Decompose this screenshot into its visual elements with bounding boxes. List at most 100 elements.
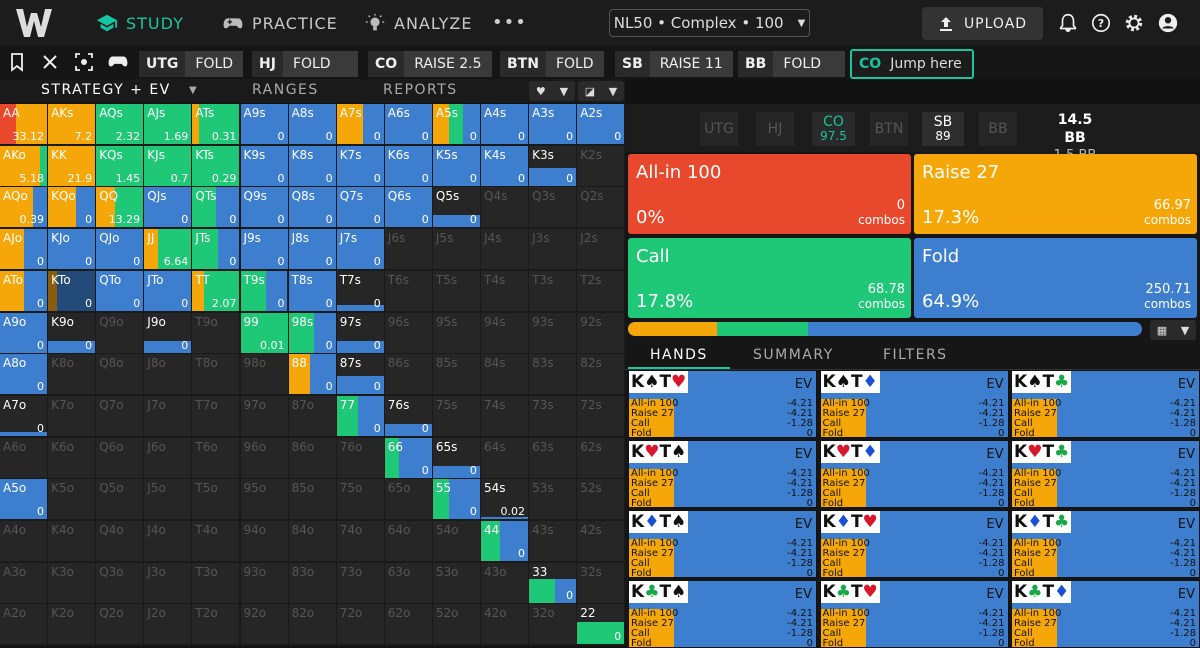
seat-co[interactable]: CO RAISE 2.5 xyxy=(368,51,492,77)
hand-cell-AJs[interactable]: AJs 1.69 xyxy=(144,104,192,144)
hand-cell-Q2s[interactable]: Q2s xyxy=(577,187,625,228)
hand-cell-62s[interactable]: 62s xyxy=(577,437,625,478)
hand-cell-AA[interactable]: AA 33.12 xyxy=(0,104,47,144)
hand-cell-83o[interactable]: 83o xyxy=(288,562,336,603)
tab-hands[interactable]: HANDS xyxy=(628,347,730,369)
hand-cell-54o[interactable]: 54o xyxy=(432,521,480,561)
hand-cell-A7o[interactable]: A7o 0 xyxy=(0,395,47,436)
hand-cell-43s[interactable]: 43s xyxy=(529,521,577,561)
hand-cell-Q3s[interactable]: Q3s xyxy=(529,187,577,228)
seat-btn[interactable]: BTN FOLD xyxy=(500,51,604,77)
hand-cell-A9s[interactable]: A9s 0 xyxy=(240,104,288,144)
hand-cell-66[interactable]: 66 0 xyxy=(384,437,432,478)
hand-cell-Q7o[interactable]: Q7o xyxy=(96,395,144,436)
action-box-allin[interactable]: All-in 100 0% 0 combos xyxy=(628,154,911,234)
hand-cell-QTs[interactable]: QTs 0 xyxy=(192,187,240,228)
hand-cell-AQs[interactable]: AQs 2.32 xyxy=(96,104,144,144)
nav-study[interactable]: STUDY xyxy=(96,0,184,46)
action-box-raise[interactable]: Raise 27 17.3% 66.97 combos xyxy=(914,154,1197,234)
hand-cell-Q9s[interactable]: Q9s 0 xyxy=(240,187,288,228)
hand-cell-44[interactable]: 44 0 xyxy=(481,521,528,561)
hand-cell-65s[interactable]: 65s 0 xyxy=(432,437,480,478)
hand-cell-97s[interactable]: 97s 0 xyxy=(336,312,384,353)
hand-cell-J8o[interactable]: J8o xyxy=(144,354,192,395)
hand-cell-76s[interactable]: 76s 0 xyxy=(384,395,432,436)
nav-practice[interactable]: PRACTICE xyxy=(222,0,338,46)
hand-cell-JTs[interactable]: JTs 0 xyxy=(192,229,240,270)
hand-cell-A6o[interactable]: A6o xyxy=(0,437,47,478)
hand-cell-K6o[interactable]: K6o xyxy=(48,437,96,478)
hand-cell-98o[interactable]: 98o xyxy=(240,354,288,395)
position-sb[interactable]: SB 89 xyxy=(922,112,964,146)
hand-cell-85o[interactable]: 85o xyxy=(288,479,336,520)
seat-sb[interactable]: SB RAISE 11 xyxy=(615,51,733,77)
hand-cell-K2o[interactable]: K2o xyxy=(48,604,96,645)
close-icon[interactable] xyxy=(40,52,60,72)
hand-cell-J5o[interactable]: J5o xyxy=(144,479,192,520)
account-icon[interactable] xyxy=(1157,12,1179,34)
hand-cell-K5o[interactable]: K5o xyxy=(48,479,96,520)
hand-cell-88[interactable]: 88 0 xyxy=(288,354,336,395)
hand-cell-K8s[interactable]: K8s 0 xyxy=(288,145,336,186)
hand-cell-T9o[interactable]: T9o xyxy=(192,312,240,353)
position-bb[interactable]: BB xyxy=(979,112,1017,146)
hand-cell-T7s[interactable]: T7s 0 xyxy=(336,270,384,311)
hand-cell-63s[interactable]: 63s xyxy=(529,437,577,478)
display-mode-dropdown[interactable]: ◪ ▼ xyxy=(578,81,624,101)
hand-cell-73s[interactable]: 73s xyxy=(529,395,577,436)
hand-cell-63o[interactable]: 63o xyxy=(384,562,432,603)
tab-ranges[interactable]: RANGES xyxy=(252,82,319,98)
hand-cell-72s[interactable]: 72s xyxy=(577,395,625,436)
hand-cell-KK[interactable]: KK 21.9 xyxy=(48,145,96,186)
help-icon[interactable]: ? xyxy=(1090,12,1112,34)
hand-cell-53o[interactable]: 53o xyxy=(432,562,480,603)
hand-cell-KTo[interactable]: KTo 0 xyxy=(48,270,96,311)
hand-cell-84o[interactable]: 84o xyxy=(288,521,336,561)
hand-combo-card[interactable]: K♣ T♥ EV All-in 100 -4.21 Raise 27 -4.21 Call -1… xyxy=(819,580,1009,648)
hand-cell-J3s[interactable]: J3s xyxy=(529,229,577,270)
hand-cell-86s[interactable]: 86s xyxy=(384,354,432,395)
hand-cell-96o[interactable]: 96o xyxy=(240,437,288,478)
hand-cell-ATo[interactable]: ATo 0 xyxy=(0,270,47,311)
hand-cell-JTo[interactable]: JTo 0 xyxy=(144,270,192,311)
hand-cell-32s[interactable]: 32s xyxy=(577,562,625,603)
hand-cell-T3o[interactable]: T3o xyxy=(192,562,240,603)
hand-cell-82s[interactable]: 82s xyxy=(577,354,625,395)
hand-cell-98s[interactable]: 98s 0 xyxy=(288,312,336,353)
hand-cell-T4o[interactable]: T4o xyxy=(192,521,240,561)
hand-cell-QTo[interactable]: QTo 0 xyxy=(96,270,144,311)
hand-cell-Q8s[interactable]: Q8s 0 xyxy=(288,187,336,228)
hand-cell-A4o[interactable]: A4o xyxy=(0,521,47,561)
logo-icon[interactable] xyxy=(14,7,54,39)
hand-cell-43o[interactable]: 43o xyxy=(481,562,528,603)
hand-cell-Q6s[interactable]: Q6s 0 xyxy=(384,187,432,228)
hand-cell-JJ[interactable]: JJ 6.64 xyxy=(144,229,192,270)
seat-hj[interactable]: HJ FOLD xyxy=(252,51,358,77)
hand-cell-K9s[interactable]: K9s 0 xyxy=(240,145,288,186)
hand-combo-card[interactable]: K♣ T♦ EV All-in 100 -4.21 Raise 27 -4.21 Call -1… xyxy=(1011,580,1200,648)
hand-cell-A8s[interactable]: A8s 0 xyxy=(288,104,336,144)
tab-reports[interactable]: REPORTS xyxy=(383,82,458,98)
hand-cell-KQs[interactable]: KQs 1.45 xyxy=(96,145,144,186)
hand-cell-64s[interactable]: 64s xyxy=(481,437,528,478)
hand-cell-J7o[interactable]: J7o xyxy=(144,395,192,436)
hand-cell-Q2o[interactable]: Q2o xyxy=(96,604,144,645)
hand-cell-84s[interactable]: 84s xyxy=(481,354,528,395)
hand-cell-54s[interactable]: 54s 0.02 xyxy=(481,479,528,520)
hand-cell-K3s[interactable]: K3s 0 xyxy=(529,145,577,186)
hand-combo-card[interactable]: K♠ T♣ EV All-in 100 -4.21 Raise 27 -4.21 Call -1… xyxy=(1011,370,1200,438)
hand-cell-T6o[interactable]: T6o xyxy=(192,437,240,478)
hand-cell-T2o[interactable]: T2o xyxy=(192,604,240,645)
hand-cell-52s[interactable]: 52s xyxy=(577,479,625,520)
game-selector[interactable]: NL50 • Complex • 100 ▼ xyxy=(609,9,810,37)
hand-cell-K9o[interactable]: K9o 0 xyxy=(48,312,96,353)
hand-cell-T5s[interactable]: T5s xyxy=(432,270,480,311)
hand-cell-77[interactable]: 77 0 xyxy=(336,395,384,436)
hand-cell-AKo[interactable]: AKo 5.18 xyxy=(0,145,47,186)
hand-cell-75o[interactable]: 75o xyxy=(336,479,384,520)
hand-cell-A2s[interactable]: A2s 0 xyxy=(577,104,625,144)
hand-cell-T2s[interactable]: T2s xyxy=(577,270,625,311)
hand-cell-94o[interactable]: 94o xyxy=(240,521,288,561)
hand-cell-K3o[interactable]: K3o xyxy=(48,562,96,603)
hand-cell-Q4s[interactable]: Q4s xyxy=(481,187,528,228)
